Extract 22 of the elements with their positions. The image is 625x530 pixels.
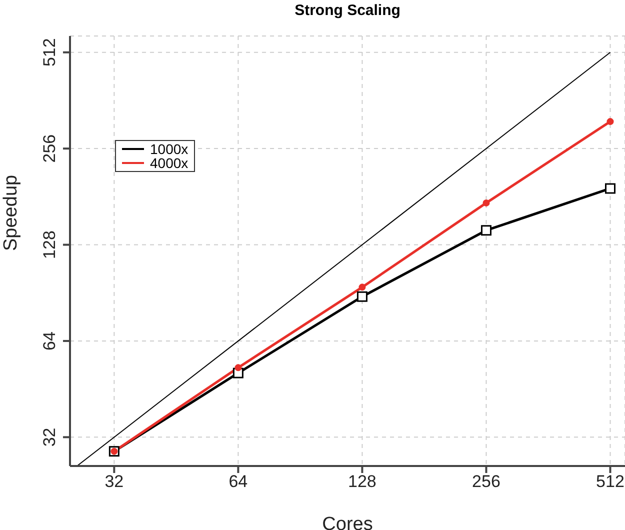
x-tick-label: 512 [596,472,624,492]
y-tick-label: 512 [40,38,59,67]
point [356,291,368,302]
x-tick-label: 32 [104,472,124,492]
y-axis-title: Speedup [0,174,22,251]
y-tick-label: 128 [40,230,59,259]
legend-label: 1000x [150,141,188,157]
point [358,284,366,291]
y-tick-label: 256 [40,134,59,163]
point [234,364,242,372]
legend-label: 4000x [150,155,188,171]
x-tick-label: 128 [348,472,376,492]
x-tick-label: 64 [228,472,248,492]
y-tick-label: 32 [40,428,59,447]
point [482,199,490,206]
point [606,118,614,126]
x-tick-label: 256 [472,472,500,492]
chart-title: Strong Scaling [294,2,402,19]
point [605,183,616,194]
y-tick-label: 64 [40,332,59,350]
point [480,225,492,236]
x-axis-title: Cores [322,514,373,530]
